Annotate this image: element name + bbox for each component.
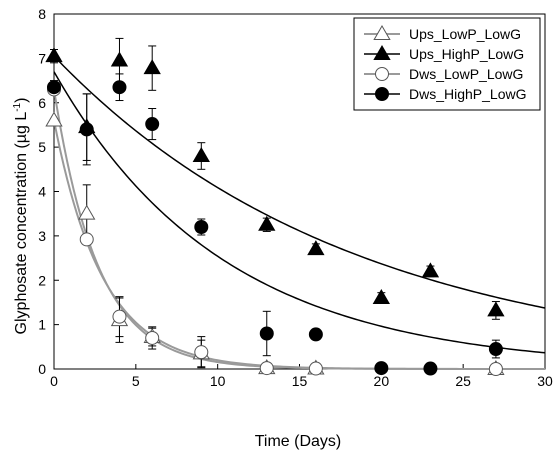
data-point <box>145 330 160 345</box>
y-tick-label: 0 <box>38 361 46 377</box>
data-point <box>45 111 63 127</box>
legend-marker <box>373 24 391 40</box>
data-point <box>78 204 96 220</box>
data-point <box>112 80 127 95</box>
data-point <box>421 262 440 278</box>
y-tick-label: 7 <box>38 50 46 66</box>
legend-label: Ups_HighP_LowG <box>409 46 524 62</box>
data-point <box>487 301 505 317</box>
data-point <box>145 117 160 132</box>
x-tick-label: 25 <box>455 373 471 389</box>
data-point <box>488 342 503 357</box>
fit-curve <box>53 71 546 354</box>
x-tick-label: 30 <box>537 373 553 389</box>
data-point <box>308 327 323 342</box>
data-point <box>79 232 94 247</box>
y-axis-title-main: Glyphosate concentration (µg L <box>13 112 30 335</box>
y-tick-label: 2 <box>38 272 46 288</box>
data-point <box>258 215 276 231</box>
data-point <box>110 51 129 67</box>
data-point <box>374 361 389 376</box>
y-tick-label: 3 <box>38 228 46 244</box>
data-point <box>194 345 209 360</box>
y-tick-label: 6 <box>38 95 46 111</box>
data-point <box>143 59 161 75</box>
x-tick-label: 0 <box>50 373 58 389</box>
data-point <box>372 288 390 304</box>
legend-marker <box>375 87 389 101</box>
legend: Ups_LowP_LowG Ups_HighP_LowG Dws_LowP_LowG… <box>353 17 541 111</box>
data-point <box>112 309 127 324</box>
data-point <box>47 80 61 95</box>
x-tick-label: 15 <box>292 373 308 389</box>
fit-curve <box>53 55 546 309</box>
fit-curve <box>53 120 545 370</box>
data-point <box>194 220 209 234</box>
legend-label: Ups_LowP_LowG <box>409 26 521 42</box>
x-tick-label: 10 <box>210 373 226 389</box>
data-point <box>259 326 274 341</box>
y-tick-label: 4 <box>38 184 46 200</box>
legend-label: Dws_LowP_LowG <box>409 66 523 82</box>
y-axis-title-sup: -1 <box>12 102 23 111</box>
data-point <box>79 122 94 137</box>
y-tick-label: 1 <box>38 317 46 333</box>
legend-marker <box>375 67 389 81</box>
y-axis-title-end: ) <box>13 98 30 103</box>
data-point <box>488 362 503 376</box>
x-axis-title: Time (Days) <box>255 433 342 450</box>
data-point <box>192 146 210 162</box>
y-axis-title: Glyphosate concentration (µg L-1) <box>12 98 30 335</box>
y-tick-label: 5 <box>38 139 46 155</box>
data-point <box>308 361 323 376</box>
legend-label: Dws_HighP_LowG <box>409 86 527 102</box>
data-point <box>259 361 274 376</box>
fit-curve <box>53 89 545 370</box>
x-tick-label: 20 <box>374 373 390 389</box>
data-point <box>307 240 325 256</box>
legend-marker <box>373 44 391 60</box>
data-point <box>45 47 63 63</box>
y-tick-label: 8 <box>38 6 46 22</box>
data-point <box>423 361 438 376</box>
x-tick-label: 5 <box>132 373 140 389</box>
